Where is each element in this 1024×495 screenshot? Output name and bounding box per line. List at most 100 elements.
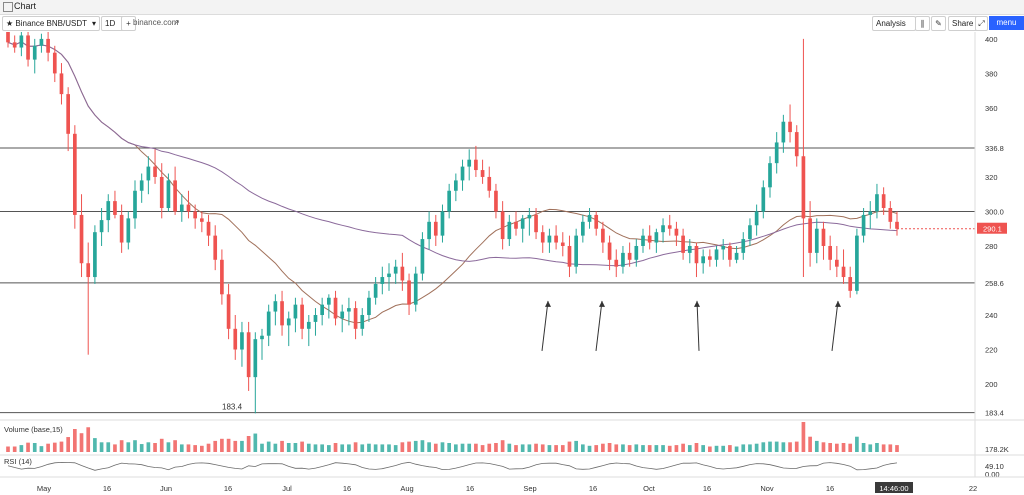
volume-bar bbox=[855, 436, 859, 452]
candle-body bbox=[113, 201, 117, 215]
volume-bar bbox=[233, 440, 238, 452]
volume-bar bbox=[601, 443, 605, 452]
candle-body bbox=[260, 335, 264, 340]
source-link[interactable]: binance.com bbox=[133, 18, 179, 27]
candle-body bbox=[474, 159, 478, 171]
volume-bar bbox=[427, 442, 431, 452]
volume-bar bbox=[828, 443, 832, 452]
volume-bar bbox=[400, 442, 405, 452]
candle-body bbox=[200, 218, 204, 222]
candle-body bbox=[133, 190, 137, 219]
candle-body bbox=[574, 235, 578, 267]
candle-body bbox=[641, 235, 645, 246]
volume-bar bbox=[173, 440, 177, 452]
candle-body bbox=[774, 142, 779, 164]
price-tick-10: 200 bbox=[985, 380, 998, 389]
volume-bar bbox=[360, 444, 365, 452]
candle-body bbox=[554, 235, 558, 243]
volume-bar bbox=[768, 441, 772, 452]
price-tick-11: 183.4 bbox=[985, 409, 1004, 418]
candle-body bbox=[166, 180, 171, 209]
volume-bar bbox=[413, 440, 418, 452]
volume-bar bbox=[66, 437, 70, 452]
candle-body bbox=[514, 221, 518, 229]
candle-body bbox=[306, 321, 311, 329]
volume-bar bbox=[554, 445, 558, 452]
candle-body bbox=[313, 315, 318, 322]
fullscreen-icon[interactable]: ⤢ bbox=[975, 16, 988, 31]
candle-body bbox=[347, 308, 351, 312]
volume-bar bbox=[868, 444, 873, 452]
time-tick-3: 16 bbox=[224, 484, 232, 493]
candle-body bbox=[788, 121, 792, 133]
candle-body bbox=[327, 297, 331, 305]
candle-body bbox=[193, 211, 197, 219]
indicators-icon[interactable]: ∥ bbox=[915, 16, 930, 31]
volume-bar bbox=[540, 444, 545, 452]
candle-body bbox=[286, 318, 291, 326]
time-tick-6: Aug bbox=[400, 484, 413, 493]
volume-bar bbox=[520, 444, 525, 452]
share-label: Share bbox=[952, 19, 974, 28]
annotation-arrowhead-2 bbox=[694, 300, 700, 307]
draw-pencil-icon[interactable]: ✎ bbox=[931, 16, 946, 31]
menu-button[interactable]: menu bbox=[989, 16, 1024, 30]
volume-bar bbox=[146, 442, 151, 452]
candle-body bbox=[186, 204, 191, 212]
volume-bar bbox=[433, 443, 438, 452]
volume-bar bbox=[875, 443, 879, 452]
volume-bar bbox=[39, 446, 44, 452]
volume-bar bbox=[494, 443, 498, 452]
candle-body bbox=[340, 311, 345, 319]
compare-add-button[interactable]: + bbox=[121, 16, 136, 31]
candle-body bbox=[32, 45, 37, 60]
candle-body bbox=[93, 232, 97, 278]
support-resistance-levels: 183.4 bbox=[0, 147, 975, 414]
symbol-search-button[interactable]: ★ Binance BNB/USDT ▾ bbox=[2, 16, 100, 31]
volume-bar bbox=[126, 442, 131, 452]
candle-body bbox=[119, 214, 124, 243]
volume-bar bbox=[447, 443, 451, 452]
annotation-arrowhead-1 bbox=[599, 300, 605, 307]
volume-bar bbox=[179, 444, 184, 452]
chart-window-icon bbox=[3, 2, 13, 12]
volume-bar bbox=[333, 443, 338, 452]
time-tick-14: 22 bbox=[969, 484, 977, 493]
volume-bar bbox=[761, 442, 766, 452]
candle-body bbox=[467, 159, 472, 167]
external-link-icon[interactable]: ↗ bbox=[173, 18, 180, 27]
price-chart[interactable]: 183.4 Volume (base,15) 178.2K RSI (14) 49.… bbox=[0, 32, 1024, 495]
time-tick-7: 16 bbox=[466, 484, 474, 493]
volume-bar bbox=[647, 445, 652, 452]
candle-body bbox=[66, 94, 70, 134]
analysis-button[interactable]: Analysis ▾ bbox=[872, 16, 916, 41]
candle-body bbox=[393, 266, 398, 274]
volume-bar bbox=[380, 444, 385, 452]
candle-body bbox=[754, 211, 759, 226]
price-tick-0: 400 bbox=[985, 35, 998, 44]
candle-body bbox=[868, 211, 873, 215]
volume-title: Volume (base,15) bbox=[4, 425, 63, 434]
candle-body bbox=[226, 294, 231, 329]
volume-bar bbox=[306, 443, 311, 452]
volume-bar bbox=[714, 445, 719, 452]
candle-body bbox=[99, 220, 104, 233]
volume-bar bbox=[681, 443, 685, 452]
volume-bar bbox=[814, 440, 819, 452]
volume-bar bbox=[514, 445, 518, 452]
candle-body bbox=[520, 218, 525, 229]
candle-body bbox=[413, 273, 418, 305]
volume-bar bbox=[193, 445, 197, 452]
candle-body bbox=[534, 214, 538, 233]
volume-bar bbox=[567, 441, 572, 452]
volume-bar bbox=[560, 445, 565, 452]
candlestick-series bbox=[6, 32, 975, 414]
candle-body bbox=[841, 266, 846, 278]
analysis-label: Analysis bbox=[876, 19, 906, 28]
volume-bar bbox=[106, 442, 111, 452]
volume-bar bbox=[327, 445, 331, 452]
volume-bar bbox=[721, 445, 726, 452]
volume-bar bbox=[835, 443, 839, 452]
candle-body bbox=[821, 228, 826, 246]
volume-bar bbox=[46, 443, 50, 452]
